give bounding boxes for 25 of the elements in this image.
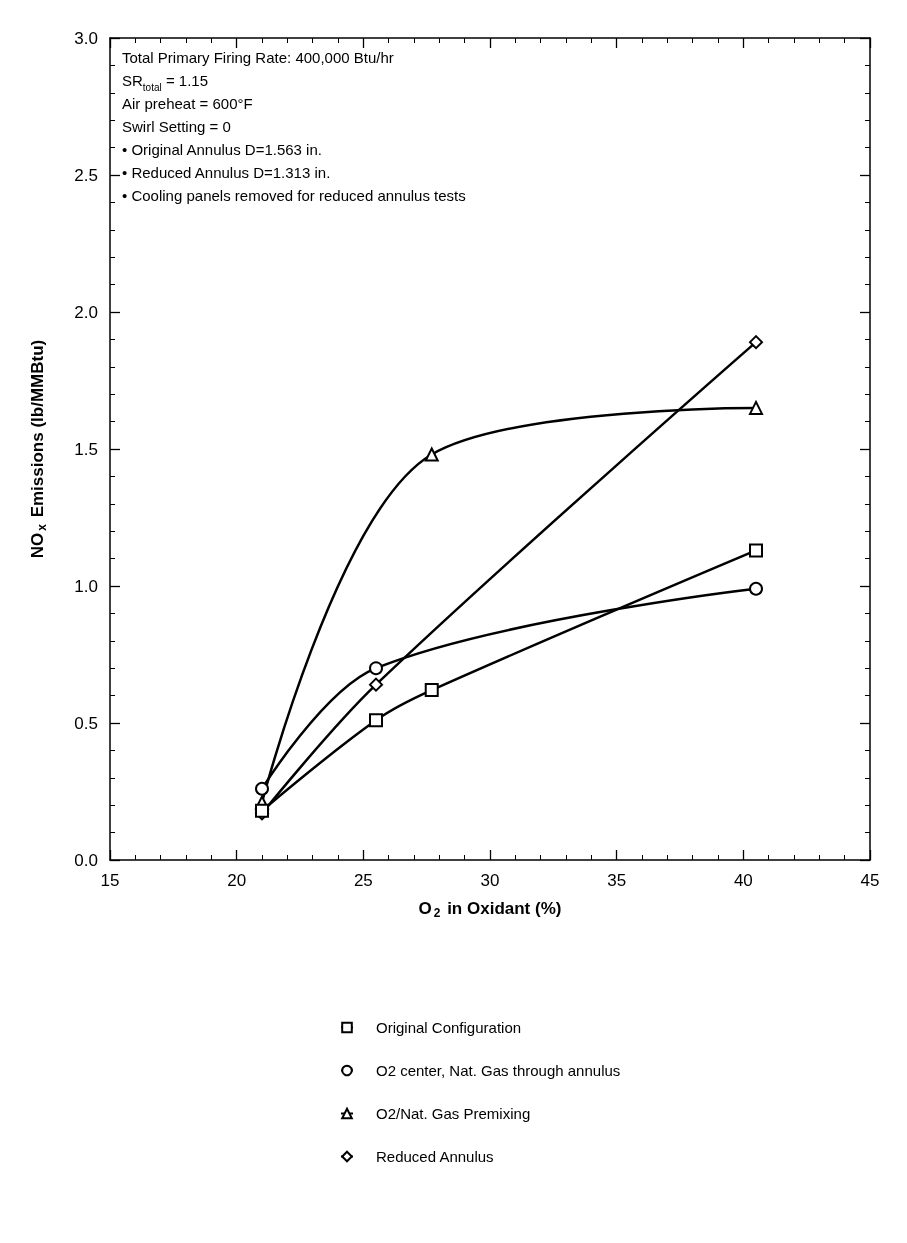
annotation: Swirl Setting = 0	[122, 118, 231, 135]
x-tick-label: 20	[227, 871, 247, 890]
x-tick-label: 40	[733, 871, 753, 890]
annotation: • Original Annulus D=1.563 in.	[122, 141, 322, 158]
x-tick-label: 15	[100, 871, 120, 890]
y-tick-label: 2.0	[74, 302, 98, 322]
x-tick-label: 30	[480, 871, 500, 890]
y-tick-label: 0.0	[74, 850, 98, 870]
y-tick-label: 1.0	[74, 576, 98, 596]
x-tick-label: 45	[860, 871, 880, 890]
y-tick-label: 3.0	[74, 28, 98, 48]
annotation: Air preheat = 600°F	[122, 95, 253, 112]
legend-label: O2/Nat. Gas Premixing	[376, 1105, 531, 1122]
y-tick-label: 1.5	[74, 439, 98, 459]
y-tick-label: 0.5	[74, 713, 98, 733]
x-tick-label: 35	[607, 871, 627, 890]
x-tick-label: 25	[353, 871, 373, 890]
legend-label: Original Configuration	[376, 1019, 522, 1036]
legend-label: O2 center, Nat. Gas through annulus	[376, 1062, 621, 1079]
legend-label: Reduced Annulus	[376, 1148, 494, 1165]
y-tick-label: 2.5	[74, 165, 98, 185]
y-axis-title: NOx Emissions (lb/MMBtu)	[28, 339, 49, 559]
annotation: Total Primary Firing Rate: 400,000 Btu/hr	[122, 49, 394, 66]
annotation: • Cooling panels removed for reduced annulus tests	[122, 187, 466, 204]
annotation: • Reduced Annulus D=1.313 in.	[122, 164, 331, 181]
